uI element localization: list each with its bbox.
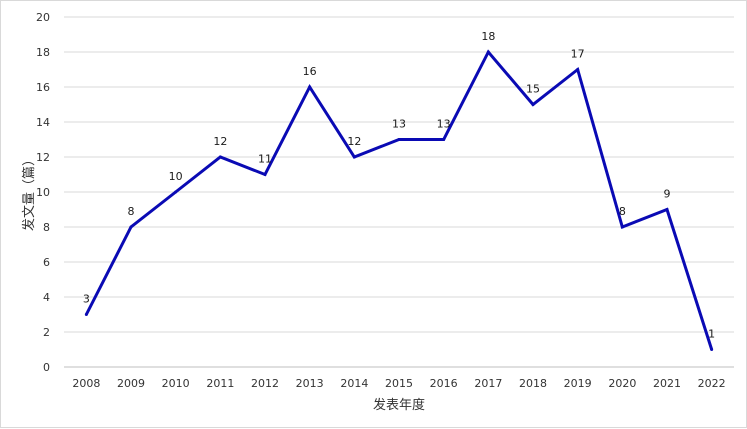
y-tick-label: 14	[36, 116, 50, 129]
x-tick-label: 2017	[474, 377, 502, 390]
series-line	[84, 49, 714, 350]
x-tick-label: 2009	[117, 377, 145, 390]
data-point	[486, 50, 490, 54]
data-label: 18	[481, 30, 495, 43]
y-tick-label: 18	[36, 46, 50, 59]
data-point	[174, 190, 178, 194]
y-axis-title: 发文量（篇）	[21, 153, 37, 231]
data-label: 15	[526, 83, 540, 96]
data-point	[263, 173, 267, 176]
data-label: 17	[571, 48, 585, 61]
gridlines	[64, 16, 734, 368]
data-label: 13	[437, 118, 451, 131]
data-point	[576, 68, 580, 71]
data-label: 1	[708, 328, 715, 341]
x-tick-label: 2013	[296, 377, 324, 390]
data-label: 8	[619, 205, 626, 218]
data-point	[308, 85, 312, 89]
series-group	[84, 49, 714, 351]
x-tick-label: 2019	[564, 377, 592, 390]
x-tick-label: 2014	[340, 377, 368, 390]
y-tick-label: 8	[43, 221, 50, 234]
y-tick-label: 16	[36, 81, 50, 94]
x-tick-label: 2008	[72, 377, 100, 390]
x-tick-label: 2012	[251, 377, 279, 390]
x-tick-label: 2020	[608, 377, 636, 390]
data-point	[531, 103, 535, 106]
x-tick-label: 2022	[698, 377, 726, 390]
y-axis-ticks: 0 2 4 6 8 10 12 14 16 18 20	[36, 11, 50, 374]
x-tick-label: 2015	[385, 377, 413, 390]
data-label: 9	[664, 188, 671, 201]
data-label: 11	[258, 153, 272, 166]
y-tick-label: 12	[36, 151, 50, 164]
x-axis-ticks: 2008 2009 2010 2011 2012 2013 2014 2015 2016 2017…	[72, 377, 725, 390]
data-point	[442, 138, 446, 141]
data-label: 13	[392, 118, 406, 131]
x-tick-label: 2021	[653, 377, 681, 390]
data-point	[129, 225, 133, 229]
data-label: 12	[213, 135, 227, 148]
x-tick-label: 2011	[206, 377, 234, 390]
data-point	[352, 155, 356, 159]
x-tick-label: 2018	[519, 377, 547, 390]
y-tick-label: 4	[43, 291, 50, 304]
y-tick-label: 2	[43, 326, 50, 339]
x-axis-title: 发表年度	[373, 397, 425, 413]
y-tick-label: 10	[36, 186, 50, 199]
x-tick-label: 2016	[430, 377, 458, 390]
data-point	[665, 208, 669, 211]
data-point	[397, 138, 401, 141]
y-tick-label: 20	[36, 11, 50, 24]
data-label: 10	[169, 170, 183, 183]
data-point	[620, 225, 624, 229]
data-label: 3	[83, 293, 90, 306]
data-point	[218, 155, 222, 159]
x-tick-label: 2010	[162, 377, 190, 390]
y-tick-label: 6	[43, 256, 50, 269]
y-tick-label: 0	[43, 361, 50, 374]
data-point	[84, 313, 88, 316]
data-label: 12	[347, 135, 361, 148]
data-labels: 3 8 10 12 11 16 12 13 13 18 15 17 8 9 1	[83, 30, 715, 341]
data-label: 16	[303, 65, 317, 78]
data-point	[710, 348, 714, 351]
data-label: 8	[128, 205, 135, 218]
